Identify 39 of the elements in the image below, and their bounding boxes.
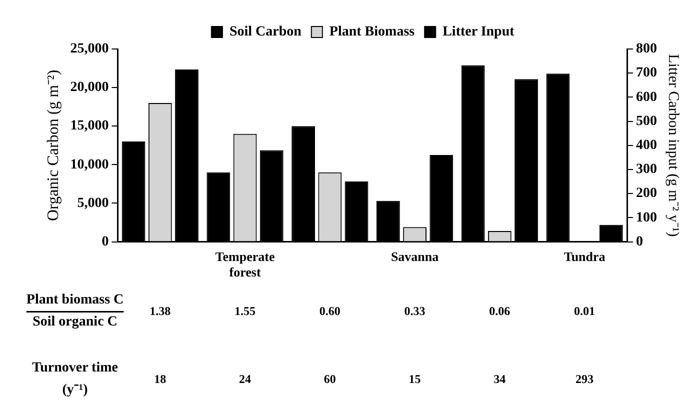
text: Soil organic C [32,314,118,330]
text: 0.06 [489,304,510,318]
y2-tick-label: 300 [636,162,657,178]
text: 60 [324,372,336,386]
y2-tick-label: 100 [636,210,657,226]
text: 15 [408,372,421,386]
y-tick-label: 10,000 [70,157,109,172]
y2-tick-label: 500 [636,114,657,129]
y-tick-label: 5,000 [77,196,109,211]
text: 0.01 [574,304,596,318]
y-tick-label: 20,000 [70,80,109,96]
y-tick-label: 25,000 [70,42,109,57]
legend-label: Litter Input [442,24,515,40]
y2-tick-label: 400 [636,138,657,154]
text: 18 [154,372,166,386]
x-tick-label: Tundra [564,248,606,264]
y2-tick-label: 600 [636,90,657,105]
text: 1.55 [234,304,256,318]
x-tick-label: Temperate forest [215,248,275,280]
y-tick-label: 0 [102,234,109,250]
y2-axis-title: Litter Carbon input (g m⁻² y⁻¹) [665,54,682,237]
y2-tick-label: 200 [636,186,657,202]
text: 293 [576,372,594,386]
x-tick-label: Savanna [390,248,440,264]
text: 0.60 [319,304,340,318]
text: 24 [239,372,252,386]
legend-label: Plant Biomass [329,24,416,40]
text: Plant biomass C [26,292,124,308]
y2-tick-label: 700 [636,66,657,81]
legend-label: Soil Carbon [229,24,302,40]
y2-tick-label: 800 [636,42,657,57]
y-axis-title: Organic Carbon (g m⁻²) [44,70,62,222]
text: 0.33 [404,304,426,318]
text: 34 [494,372,506,386]
text: 1.38 [150,304,171,318]
y2-tick-label: 0 [636,234,643,250]
text: Turnover time [32,360,118,376]
text: (y⁻¹) [62,382,88,398]
y-tick-label: 15,000 [70,118,109,134]
